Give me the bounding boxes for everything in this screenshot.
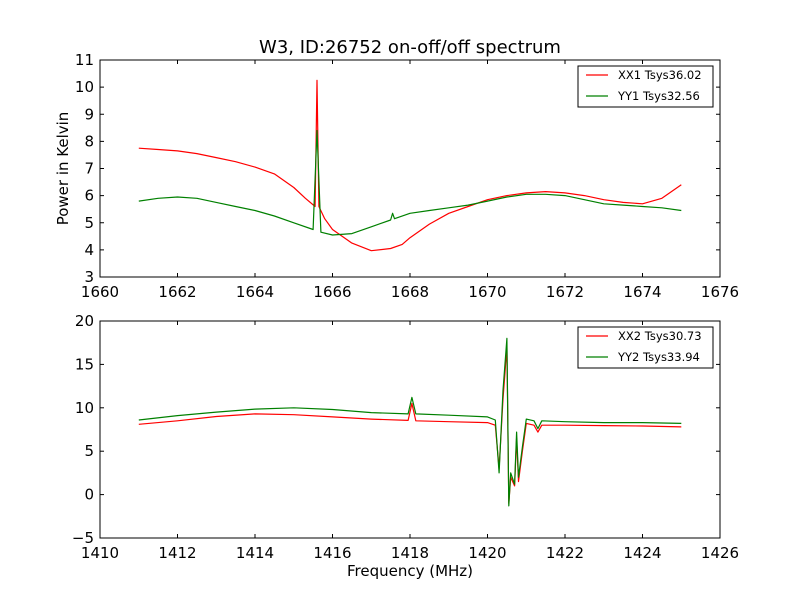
- legend-label-xx1: XX1 Tsys36.02: [618, 68, 702, 82]
- x-axis-label: Frequency (MHz): [347, 562, 473, 580]
- x-tick-label: 1664: [236, 283, 274, 301]
- x-tick-label: 1412: [158, 544, 196, 562]
- y-axis-label: Power in Kelvin: [54, 112, 72, 226]
- legend-label-yy2: YY2 Tsys33.94: [617, 350, 700, 364]
- y-tick-label: 15: [75, 355, 94, 373]
- x-tick-label: 1426: [701, 544, 739, 562]
- x-tick-label: 1414: [236, 544, 274, 562]
- bottom-plot: Frequency (MHz) 1410 1412 1414 1416 1418 1420…: [72, 312, 739, 580]
- y-tick-label: 11: [75, 51, 94, 69]
- y-tick-label: 4: [84, 241, 94, 259]
- y-tick-label: 6: [84, 187, 94, 205]
- x-tick-label: 1666: [313, 283, 351, 301]
- x-tick-label: 1662: [158, 283, 196, 301]
- bottom-y-ticks: −5 0 5 10 15 20: [72, 312, 720, 547]
- y-tick-label: 9: [84, 105, 94, 123]
- top-x-ticks: 1660 1662 1664 1666 1668 1670 1672 1674 1676: [81, 60, 739, 301]
- x-tick-label: 1416: [313, 544, 351, 562]
- x-tick-label: 1674: [623, 283, 661, 301]
- series-line-yy2: [138, 337, 682, 507]
- series-line-xx1: [138, 79, 682, 252]
- x-tick-label: 1410: [81, 544, 119, 562]
- x-tick-label: 1420: [468, 544, 506, 562]
- bottom-x-ticks: 1410 1412 1414 1416 1418 1420 1422 1424 1426: [81, 321, 739, 562]
- top-y-ticks: 3 4 5 6 7 8 9 10 11: [75, 51, 720, 286]
- series-line-yy1: [138, 129, 682, 236]
- bottom-legend: XX2 Tsys30.73 YY2 Tsys33.94: [577, 326, 714, 369]
- x-tick-label: 1418: [391, 544, 429, 562]
- y-tick-label: −5: [72, 529, 94, 547]
- bottom-series: [138, 337, 682, 507]
- y-tick-label: 10: [75, 78, 94, 96]
- y-tick-label: 20: [75, 312, 94, 330]
- x-tick-label: 1676: [701, 283, 739, 301]
- x-tick-label: 1668: [391, 283, 429, 301]
- legend-label-xx2: XX2 Tsys30.73: [618, 329, 702, 343]
- series-line-xx2: [138, 346, 682, 504]
- chart-title: W3, ID:26752 on-off/off spectrum: [259, 37, 561, 58]
- y-tick-label: 5: [84, 442, 94, 460]
- y-tick-label: 3: [84, 268, 94, 286]
- top-series: [138, 79, 682, 252]
- y-tick-label: 0: [84, 486, 94, 504]
- y-tick-label: 8: [84, 132, 94, 150]
- y-tick-label: 7: [84, 160, 94, 178]
- x-tick-label: 1672: [546, 283, 584, 301]
- y-tick-label: 10: [75, 399, 94, 417]
- top-legend: XX1 Tsys36.02 YY1 Tsys32.56: [577, 65, 714, 108]
- top-plot: W3, ID:26752 on-off/off spectrum Power i…: [54, 37, 739, 301]
- x-tick-label: 1670: [468, 283, 506, 301]
- x-tick-label: 1424: [623, 544, 661, 562]
- x-tick-label: 1422: [546, 544, 584, 562]
- y-tick-label: 5: [84, 214, 94, 232]
- legend-label-yy1: YY1 Tsys32.56: [617, 89, 700, 103]
- legend-box: [577, 65, 714, 108]
- legend-box: [577, 326, 714, 369]
- x-tick-label: 1660: [81, 283, 119, 301]
